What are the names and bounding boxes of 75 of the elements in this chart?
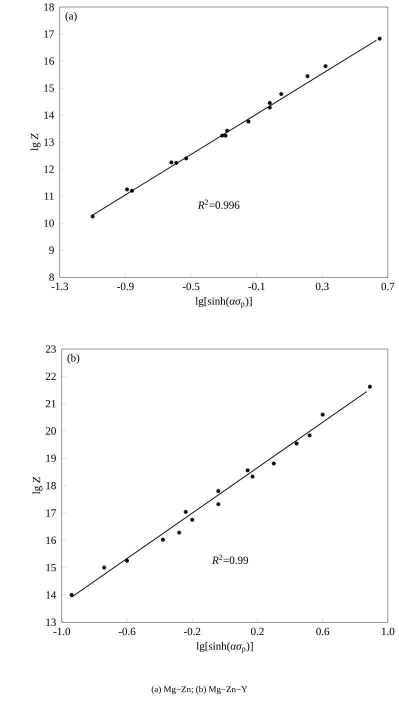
y-tick-label: 11 bbox=[44, 192, 54, 200]
x-tick-label: 0.2 bbox=[251, 628, 264, 636]
point bbox=[225, 128, 230, 133]
y-tick-label: 17 bbox=[44, 30, 54, 38]
point bbox=[279, 92, 284, 96]
text: (a) Mg−Zn; (b) Mg−Zn−Y bbox=[152, 686, 248, 694]
x-tick-label: 0.3 bbox=[316, 282, 329, 290]
point bbox=[268, 100, 272, 105]
point bbox=[190, 518, 194, 522]
y-tick-label: 22 bbox=[46, 372, 56, 380]
x-axis-title: lg[sinh(ασ$_{p}$)] bbox=[196, 297, 252, 308]
y-tick-label: 12 bbox=[44, 166, 54, 173]
point bbox=[102, 566, 106, 570]
point bbox=[184, 510, 188, 514]
annotation: R$^{2}$=0.996 bbox=[198, 200, 240, 209]
point bbox=[250, 474, 255, 479]
point bbox=[378, 36, 382, 41]
chart-title: (b) bbox=[68, 354, 80, 364]
y-tick-label: 18 bbox=[46, 482, 56, 490]
point bbox=[224, 134, 228, 138]
y-tick-label: 9 bbox=[49, 246, 54, 254]
point bbox=[324, 64, 328, 68]
chart-title: (a) bbox=[66, 12, 77, 22]
y-tick-label: 17 bbox=[46, 509, 56, 517]
point bbox=[220, 134, 224, 138]
point bbox=[320, 412, 325, 417]
x-tick-label: -0.2 bbox=[184, 628, 200, 636]
x-tick-label: -1.0 bbox=[54, 628, 70, 636]
x-tick-label: -0.6 bbox=[118, 628, 136, 636]
point bbox=[90, 214, 95, 218]
y-tick-label: 21 bbox=[46, 400, 56, 408]
x-tick-label: 0.6 bbox=[316, 628, 330, 636]
point bbox=[272, 462, 276, 466]
point bbox=[125, 187, 130, 192]
y-tick-label: 14 bbox=[44, 111, 54, 119]
y-tick-label: 19 bbox=[46, 454, 56, 462]
y-tick-label: 10 bbox=[44, 219, 54, 227]
y-tick-label: 15 bbox=[44, 84, 54, 92]
point bbox=[246, 468, 250, 472]
y-axis-title: lg Z bbox=[32, 476, 43, 494]
point bbox=[306, 74, 310, 78]
point bbox=[125, 558, 130, 563]
point bbox=[216, 489, 220, 494]
point bbox=[160, 538, 165, 542]
x-tick-label: -1.3 bbox=[52, 282, 68, 290]
point bbox=[368, 384, 372, 389]
point bbox=[174, 160, 178, 165]
x-tick-label: -0.1 bbox=[248, 282, 265, 290]
point bbox=[268, 106, 272, 110]
point bbox=[70, 592, 74, 597]
point bbox=[246, 120, 251, 124]
y-tick-label: 13 bbox=[46, 618, 56, 626]
x-tick-label: -0.5 bbox=[182, 282, 200, 290]
point bbox=[308, 433, 312, 438]
x-tick-label: -0.9 bbox=[117, 282, 134, 290]
point bbox=[184, 156, 188, 160]
annotation: R$^{2}$=0.99 bbox=[212, 554, 248, 564]
point bbox=[130, 188, 134, 193]
x-axis-title: lg[sinh(ασ$_{p}$)] bbox=[196, 642, 253, 653]
y-tick-label: 13 bbox=[44, 138, 54, 146]
x-tick-label: 1.0 bbox=[382, 628, 394, 636]
y-tick-label: 20 bbox=[46, 427, 56, 435]
point bbox=[177, 530, 182, 535]
point bbox=[294, 442, 299, 446]
y-tick-label: 14 bbox=[46, 591, 56, 599]
y-axis-title: lg Z bbox=[30, 133, 41, 151]
y-tick-label: 16 bbox=[46, 536, 56, 544]
point bbox=[216, 502, 220, 506]
x-tick-label: 0.7 bbox=[382, 282, 394, 290]
y-tick-label: 8 bbox=[49, 274, 54, 281]
y-tick-label: 18 bbox=[44, 3, 54, 11]
y-tick-label: 16 bbox=[44, 57, 54, 65]
y-tick-label: 23 bbox=[46, 345, 56, 353]
y-tick-label: 15 bbox=[46, 564, 56, 572]
point bbox=[169, 160, 174, 164]
